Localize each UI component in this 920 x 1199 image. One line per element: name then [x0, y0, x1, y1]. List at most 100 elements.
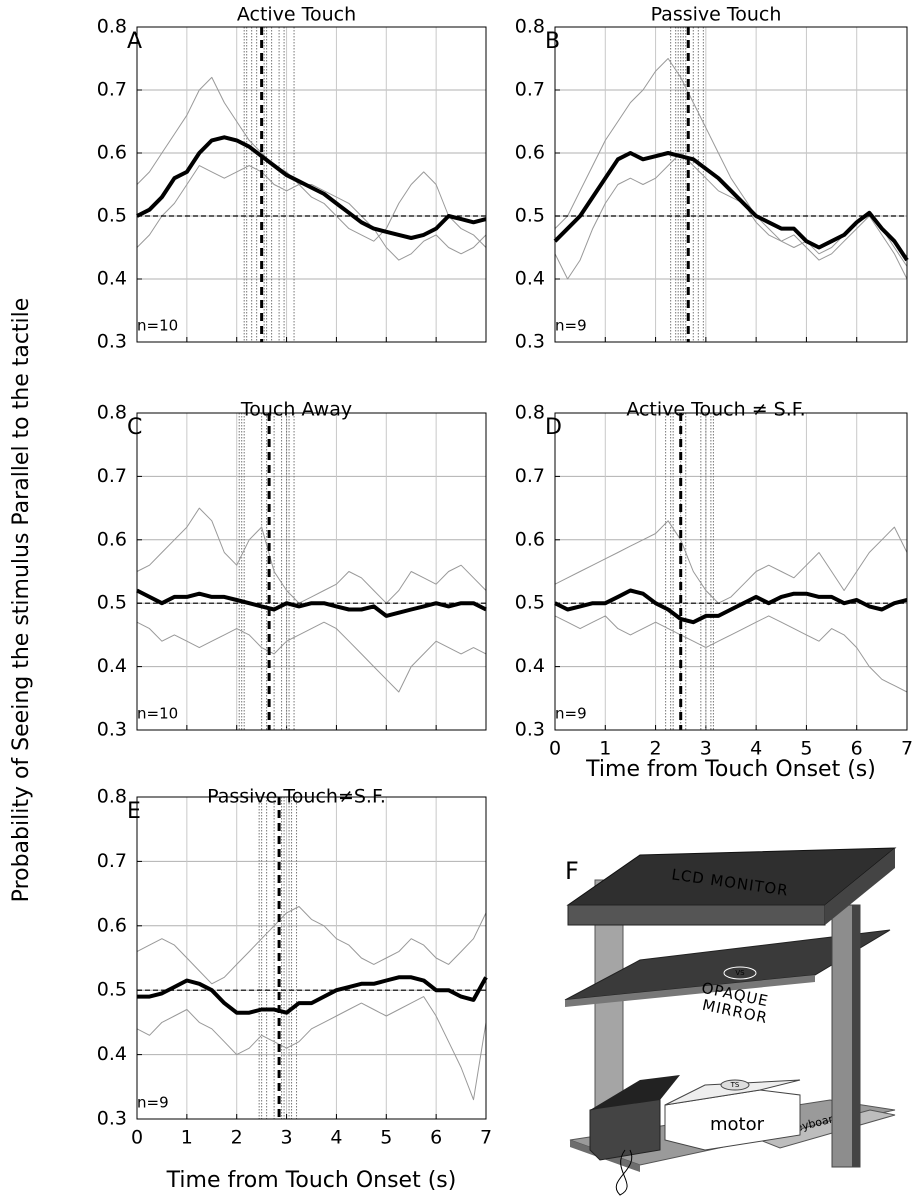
panel-label: F	[565, 857, 579, 885]
x-tick-label: 1	[599, 738, 611, 760]
plot-frame	[554, 412, 908, 731]
mean-line	[136, 588, 487, 618]
x-tick-label: 5	[380, 1127, 392, 1149]
y-tick-label: 0.6	[97, 142, 127, 164]
sample-size: n=10	[137, 705, 178, 723]
subject-line	[136, 906, 487, 985]
touch-stimulus	[720, 1079, 750, 1091]
x-axis-label: Time from Touch Onset (s)	[585, 757, 876, 782]
plot-frame	[136, 796, 487, 1120]
x-tick-label: 2	[231, 1127, 243, 1149]
chart-title: Active Touch ≠ S.F.	[626, 399, 805, 421]
y-tick-label: 0.3	[97, 331, 127, 353]
motor-label: motor	[710, 1114, 765, 1135]
subject-line	[554, 615, 908, 693]
vs-label: VS	[735, 969, 745, 977]
mirror-edge	[565, 975, 815, 1007]
y-tick-label: 0.3	[97, 719, 127, 741]
panel-label: D	[545, 415, 562, 440]
panel-chart: 0.3 0.4 0.5 0.6 0.7 0.8 0 1 2 3 4 5 6 7 Active Touch ≠…	[515, 399, 913, 783]
chart-title: Passive Touch	[651, 4, 782, 26]
x-axis-label: Time from Touch Onset (s)	[166, 1168, 457, 1193]
sample-size: n=9	[555, 705, 587, 723]
x-tick-label: 4	[330, 1127, 342, 1149]
subject-line	[554, 520, 908, 604]
x-tick-label: 6	[851, 738, 863, 760]
chart-title: Active Touch	[237, 4, 356, 26]
y-tick-label: 0.6	[515, 528, 545, 550]
y-tick-label: 0.8	[515, 16, 545, 38]
subject-line	[136, 507, 487, 604]
sample-size: n=9	[555, 317, 587, 335]
y-tick-label: 0.7	[515, 465, 545, 487]
mean-line	[136, 135, 487, 240]
device-top	[590, 1075, 680, 1110]
y-tick-label: 0.4	[97, 655, 127, 677]
x-tick-label: 1	[181, 1127, 193, 1149]
pillar-shade	[852, 905, 860, 1167]
x-tick-label: 7	[901, 738, 913, 760]
y-tick-label: 0.7	[97, 465, 127, 487]
x-tick-label: 3	[700, 738, 712, 760]
mean-line	[553, 151, 909, 262]
ts-label: TS	[730, 1081, 740, 1089]
chart-title: Passive Touch≠S.F.	[207, 786, 386, 808]
y-tick-label: 0.3	[97, 1108, 127, 1130]
cable	[615, 1149, 633, 1196]
y-tick-label: 0.5	[515, 205, 545, 227]
panel-label: E	[127, 799, 141, 824]
plot-frame	[136, 412, 487, 731]
plot-frame	[136, 26, 487, 343]
y-tick-label: 0.4	[515, 655, 545, 677]
y-tick-label: 0.7	[515, 79, 545, 101]
monitor-side	[825, 848, 895, 925]
y-tick-label: 0.7	[97, 850, 127, 872]
panel-chart: 0.3 0.4 0.5 0.6 0.7 0.8 Touch Away Cn=10	[97, 399, 487, 741]
x-tick-label: 7	[480, 1127, 492, 1149]
subject-line	[136, 621, 487, 693]
panel-chart: 0.3 0.4 0.5 0.6 0.7 0.8 Active Touch An=10	[97, 4, 487, 353]
plot-frame	[554, 26, 908, 343]
x-tick-label: 0	[131, 1127, 143, 1149]
panel-label: C	[127, 415, 142, 440]
y-tick-label: 0.8	[97, 402, 127, 424]
y-tick-label: 0.4	[515, 268, 545, 290]
sample-size: n=9	[137, 1094, 169, 1112]
monitor-edge	[567, 904, 826, 926]
subject-line	[554, 58, 908, 280]
y-tick-label: 0.6	[515, 142, 545, 164]
y-tick-label: 0.4	[97, 1043, 127, 1065]
x-tick-label: 6	[430, 1127, 442, 1149]
setup-diagram: F keyboard TS motor VS OPAQUE MIRROR LCD…	[564, 847, 897, 1196]
x-tick-label: 0	[549, 738, 561, 760]
sample-size: n=10	[137, 317, 178, 335]
mean-line	[137, 975, 488, 1015]
y-tick-label: 0.6	[97, 914, 127, 936]
y-tick-label: 0.5	[97, 979, 127, 1001]
motor-top	[664, 1079, 801, 1106]
visual-stimulus	[723, 966, 757, 980]
y-tick-label: 0.5	[97, 592, 127, 614]
y-tick-label: 0.8	[515, 402, 545, 424]
panel-chart: 0.3 0.4 0.5 0.6 0.7 0.8 0 1 2 3 4 5 6 7 Passive Touch≠…	[97, 786, 492, 1194]
x-tick-label: 2	[650, 738, 662, 760]
y-axis-label: Probability of Seeing the stimulus Paral…	[9, 298, 34, 903]
y-tick-label: 0.6	[97, 528, 127, 550]
subject-line	[136, 165, 487, 261]
subject-line	[136, 76, 487, 248]
y-tick-label: 0.4	[97, 268, 127, 290]
subject-line	[136, 996, 487, 1101]
panel-label: B	[545, 29, 560, 54]
panel-chart: 0.3 0.4 0.5 0.6 0.7 0.8 Passive Touch Bn=9	[515, 4, 909, 353]
x-tick-label: 4	[750, 738, 762, 760]
x-tick-label: 5	[800, 738, 812, 760]
x-tick-label: 3	[281, 1127, 293, 1149]
y-tick-label: 0.8	[97, 786, 127, 808]
mirror	[564, 929, 891, 1001]
y-tick-label: 0.5	[97, 205, 127, 227]
y-tick-label: 0.7	[97, 79, 127, 101]
y-tick-label: 0.5	[515, 592, 545, 614]
chart-title: Touch Away	[240, 399, 352, 421]
y-tick-label: 0.8	[97, 16, 127, 38]
